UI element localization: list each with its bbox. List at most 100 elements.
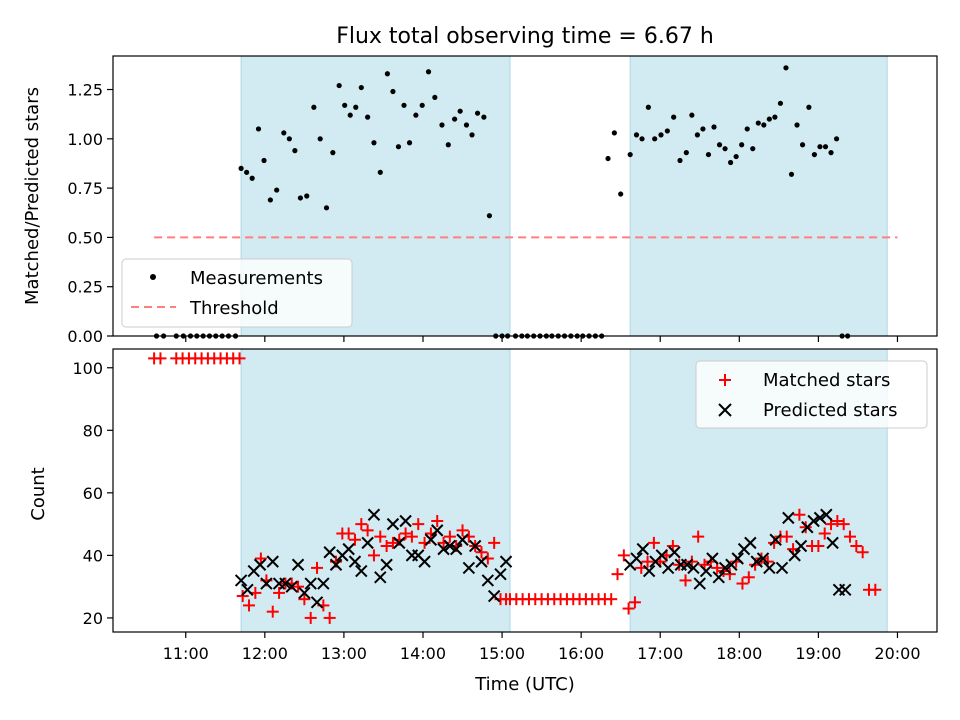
matched-star-marker xyxy=(869,583,882,596)
measurement-point xyxy=(469,132,475,138)
matched-star-marker xyxy=(793,508,806,521)
matched-star-marker xyxy=(323,611,336,624)
measurement-point xyxy=(739,142,745,148)
predicted-star-marker xyxy=(481,574,495,587)
matched-star-marker xyxy=(837,518,850,531)
top-legend-box xyxy=(121,258,353,328)
observing-window xyxy=(629,55,888,337)
predicted-star-marker xyxy=(310,596,324,609)
x-tick-label: 15:00 xyxy=(479,644,525,663)
predicted-star-marker xyxy=(718,561,732,575)
measurement-point xyxy=(689,112,695,118)
predicted-star-marker xyxy=(468,539,482,553)
y-tick-label: 60 xyxy=(83,484,103,503)
y-tick-label: 0.75 xyxy=(67,179,103,198)
matched-star-marker xyxy=(273,586,286,599)
matched-star-marker xyxy=(154,352,167,365)
measurement-point xyxy=(244,169,250,175)
top-y-ticks: 0.00 0.25 0.50 0.75 1.00 1.25 xyxy=(67,81,113,346)
measurement-point xyxy=(711,124,717,130)
measurement-point xyxy=(371,140,377,146)
measurement-point xyxy=(486,213,493,219)
measurement-point xyxy=(365,114,371,120)
matched-star-marker xyxy=(780,530,793,543)
legend-threshold-label: Threshold xyxy=(189,298,279,319)
predicted-star-marker xyxy=(807,514,820,528)
predicted-star-marker xyxy=(630,552,643,565)
measurement-point xyxy=(274,187,280,193)
measurement-point xyxy=(799,142,806,148)
matched-star-marker xyxy=(298,593,311,606)
measurement-point xyxy=(694,132,700,138)
predicted-star-marker xyxy=(279,577,292,590)
measurement-point xyxy=(347,112,353,118)
predicted-star-marker xyxy=(731,552,744,565)
measurement-point xyxy=(249,175,255,181)
measurement-point xyxy=(439,122,445,128)
measurement-point xyxy=(425,69,432,75)
top-axes-frame xyxy=(112,55,938,337)
matched-star-marker xyxy=(641,555,654,568)
matched-star-marker xyxy=(367,549,380,562)
predicted-star-marker xyxy=(487,589,501,603)
matched-star-marker xyxy=(628,596,641,609)
matched-star-marker xyxy=(647,536,660,549)
predicted-star-marker xyxy=(329,558,343,571)
measurement-point xyxy=(261,157,267,164)
measurement-point xyxy=(238,165,244,171)
measurement-point xyxy=(806,104,812,110)
predicted-star-marker xyxy=(680,558,694,571)
matched-star-marker xyxy=(844,530,857,543)
predicted-star-marker xyxy=(449,542,463,556)
measurement-point xyxy=(292,148,298,154)
measurement-point xyxy=(377,169,383,175)
predicted-star-marker xyxy=(361,536,374,550)
measurement-point xyxy=(390,88,396,95)
measurement-point xyxy=(811,151,818,158)
legend-measurements-label: Measurements xyxy=(190,268,323,289)
measurement-point xyxy=(658,132,664,138)
predicted-star-marker xyxy=(317,577,330,590)
predicted-star-marker xyxy=(456,533,469,546)
measurement-point xyxy=(445,142,451,148)
bottom-y-axis-label: Count xyxy=(28,467,49,520)
predicted-star-marker xyxy=(499,555,513,568)
legend-predicted-marker xyxy=(718,403,732,417)
matched-star-marker xyxy=(856,546,869,559)
matched-star-marker xyxy=(405,530,418,543)
measurement-point xyxy=(463,122,470,128)
matched-star-marker xyxy=(431,514,444,527)
predicted-star-marker xyxy=(304,577,317,590)
x-tick-label: 12:00 xyxy=(242,644,288,663)
predicted-star-marker xyxy=(706,552,719,565)
predicted-star-marker xyxy=(756,552,770,565)
predicted-star-marker xyxy=(763,561,776,575)
measurement-point xyxy=(652,136,658,142)
matched-star-marker xyxy=(456,524,469,537)
matched-star-marker xyxy=(292,580,305,593)
matched-star-marker xyxy=(443,530,456,543)
measurement-point xyxy=(432,94,438,101)
predicted-star-marker xyxy=(424,533,438,546)
predicted-star-marker xyxy=(241,583,254,596)
x-tick-label: 18:00 xyxy=(716,644,762,663)
predicted-star-marker xyxy=(813,511,827,525)
predicted-star-marker xyxy=(260,577,273,590)
y-tick-label: 0.00 xyxy=(67,327,103,346)
measurement-point xyxy=(304,193,310,199)
measurement-point xyxy=(330,150,336,156)
x-tick-label: 17:00 xyxy=(637,644,683,663)
matched-star-marker xyxy=(611,568,624,581)
predicted-star-marker xyxy=(386,517,400,531)
measurement-point xyxy=(618,191,624,197)
matched-star-marker xyxy=(355,518,368,531)
matched-star-marker xyxy=(605,593,618,606)
matched-star-marker xyxy=(799,521,812,534)
predicted-star-marker xyxy=(298,586,311,600)
y-tick-label: 40 xyxy=(83,546,103,565)
measurement-point xyxy=(353,104,359,110)
measurement-point xyxy=(633,132,640,138)
measurement-point xyxy=(671,114,677,120)
matched-star-marker xyxy=(831,514,844,527)
predicted-star-marker xyxy=(636,542,650,556)
